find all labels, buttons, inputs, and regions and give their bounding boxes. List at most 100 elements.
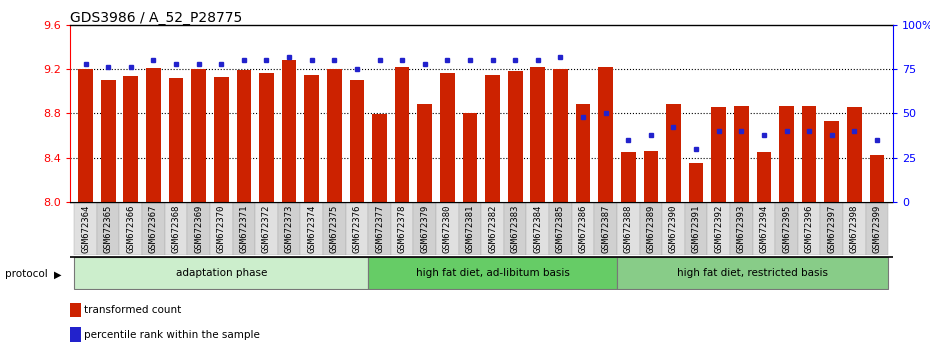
Text: high fat diet, restricted basis: high fat diet, restricted basis <box>677 268 828 278</box>
Text: GSM672381: GSM672381 <box>466 204 474 253</box>
Bar <box>621 152 635 202</box>
Bar <box>418 104 432 202</box>
Text: GSM672364: GSM672364 <box>81 204 90 253</box>
Bar <box>391 202 414 255</box>
Bar <box>255 202 278 255</box>
Bar <box>847 107 862 202</box>
Text: GSM672399: GSM672399 <box>872 204 882 253</box>
Bar <box>236 70 251 202</box>
Bar <box>598 67 613 202</box>
Bar <box>210 202 232 255</box>
Bar <box>395 67 409 202</box>
Text: GSM672386: GSM672386 <box>578 204 588 253</box>
Bar <box>458 202 481 255</box>
Text: GSM672371: GSM672371 <box>239 204 248 253</box>
Bar <box>146 68 161 202</box>
Text: GSM672372: GSM672372 <box>262 204 271 253</box>
Bar <box>526 202 549 255</box>
Bar <box>74 202 97 255</box>
Bar <box>414 202 436 255</box>
Text: GSM672369: GSM672369 <box>194 204 203 253</box>
Bar <box>485 75 500 202</box>
Text: GSM672387: GSM672387 <box>601 204 610 253</box>
Bar <box>165 202 187 255</box>
Text: GSM672374: GSM672374 <box>307 204 316 253</box>
Bar <box>824 121 839 202</box>
Text: GSM672378: GSM672378 <box>398 204 406 253</box>
Text: GSM672394: GSM672394 <box>760 204 768 253</box>
Bar <box>640 202 662 255</box>
Text: GSM672380: GSM672380 <box>443 204 452 253</box>
Bar <box>124 76 139 202</box>
Bar <box>436 202 458 255</box>
Bar <box>530 67 545 202</box>
Bar <box>666 104 681 202</box>
Text: GSM672376: GSM672376 <box>352 204 362 253</box>
Text: percentile rank within the sample: percentile rank within the sample <box>84 330 259 339</box>
Bar <box>462 113 477 202</box>
Text: high fat diet, ad-libitum basis: high fat diet, ad-libitum basis <box>416 268 569 278</box>
Bar <box>776 202 798 255</box>
Bar <box>259 73 273 202</box>
Text: GSM672396: GSM672396 <box>804 204 814 253</box>
Text: GSM672375: GSM672375 <box>330 204 339 253</box>
Bar <box>802 105 817 202</box>
Text: GSM672383: GSM672383 <box>511 204 520 253</box>
Bar <box>504 202 526 255</box>
Text: ▶: ▶ <box>54 269 61 279</box>
Bar <box>820 202 844 255</box>
Text: GSM672389: GSM672389 <box>646 204 656 253</box>
Bar <box>553 69 567 202</box>
Text: GSM672382: GSM672382 <box>488 204 497 253</box>
Bar <box>282 60 297 202</box>
Text: GSM672379: GSM672379 <box>420 204 430 253</box>
Bar <box>368 257 617 289</box>
Text: GSM672395: GSM672395 <box>782 204 791 253</box>
Text: GSM672390: GSM672390 <box>669 204 678 253</box>
Text: GSM672370: GSM672370 <box>217 204 226 253</box>
Text: protocol: protocol <box>5 269 47 279</box>
Bar <box>350 80 365 202</box>
Bar <box>711 107 726 202</box>
Text: GSM672393: GSM672393 <box>737 204 746 253</box>
Text: GSM672388: GSM672388 <box>624 204 632 253</box>
Bar <box>730 202 752 255</box>
Bar <box>74 257 368 289</box>
Text: GSM672391: GSM672391 <box>692 204 700 253</box>
Bar <box>278 202 300 255</box>
Bar <box>576 104 591 202</box>
Text: GSM672398: GSM672398 <box>850 204 859 253</box>
Text: GSM672373: GSM672373 <box>285 204 294 253</box>
Bar <box>368 202 391 255</box>
Bar <box>100 80 115 202</box>
Bar <box>779 105 794 202</box>
Bar <box>300 202 323 255</box>
Text: GSM672365: GSM672365 <box>103 204 113 253</box>
Text: GSM672392: GSM672392 <box>714 204 724 253</box>
Bar <box>757 152 771 202</box>
Bar <box>372 114 387 202</box>
Text: GSM672368: GSM672368 <box>171 204 180 253</box>
Bar <box>481 202 504 255</box>
Bar <box>119 202 142 255</box>
Bar <box>866 202 888 255</box>
Bar <box>870 155 884 202</box>
Bar <box>644 151 658 202</box>
Bar <box>844 202 866 255</box>
Bar <box>752 202 776 255</box>
Bar <box>798 202 820 255</box>
Bar <box>232 202 255 255</box>
Bar <box>327 69 341 202</box>
Bar <box>684 202 708 255</box>
Bar <box>440 73 455 202</box>
Bar <box>78 69 93 202</box>
Bar <box>142 202 165 255</box>
Bar <box>549 202 572 255</box>
Text: GSM672366: GSM672366 <box>126 204 135 253</box>
Text: GDS3986 / A_52_P28775: GDS3986 / A_52_P28775 <box>70 11 242 25</box>
Bar <box>734 105 749 202</box>
Bar <box>97 202 119 255</box>
Text: transformed count: transformed count <box>84 305 181 315</box>
Bar <box>662 202 684 255</box>
Bar <box>323 202 346 255</box>
